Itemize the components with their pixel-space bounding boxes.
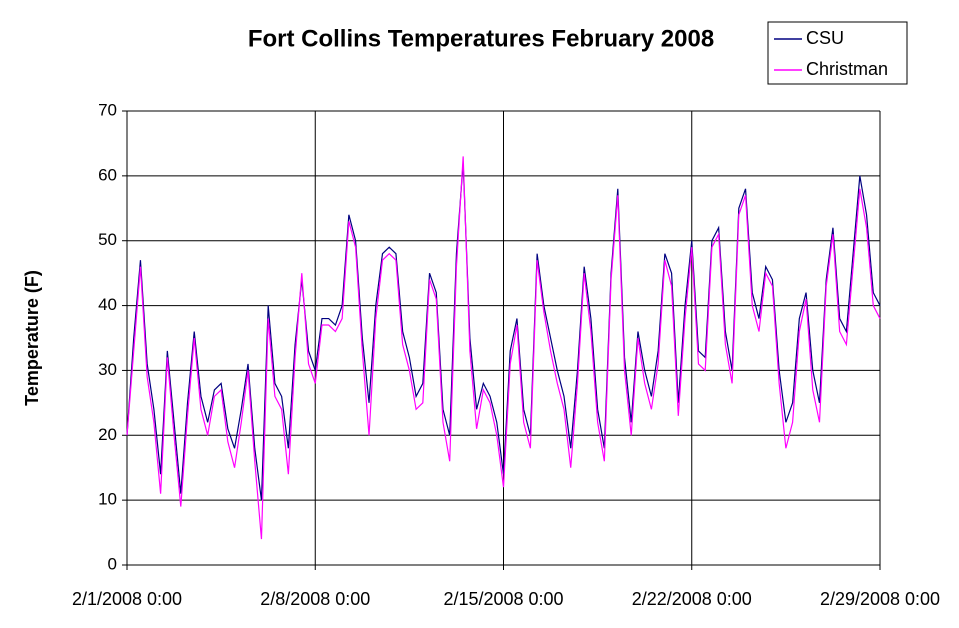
x-tick-label: 2/8/2008 0:00 [260,589,370,609]
x-tick-label: 2/29/2008 0:00 [820,589,940,609]
y-tick-label: 70 [98,100,117,119]
x-tick-label: 2/1/2008 0:00 [72,589,182,609]
series-line [126,162,881,501]
series-line [126,156,881,540]
x-tick-label: 2/22/2008 0:00 [632,589,752,609]
legend-box [767,21,908,85]
y-tick-label: 50 [98,230,117,249]
y-tick-label: 30 [98,360,117,379]
y-tick-label: 40 [98,295,117,314]
legend-label: CSU [806,28,844,48]
y-tick-label: 20 [98,425,117,444]
y-tick-label: 60 [98,165,117,184]
x-tick-label: 2/15/2008 0:00 [443,589,563,609]
y-tick-label: 10 [98,490,117,509]
y-tick-label: 0 [108,554,117,573]
legend-label: Christman [806,59,888,79]
chart-title: Fort Collins Temperatures February 2008 [248,25,714,52]
y-axis-label: Temperature (F) [22,270,42,406]
